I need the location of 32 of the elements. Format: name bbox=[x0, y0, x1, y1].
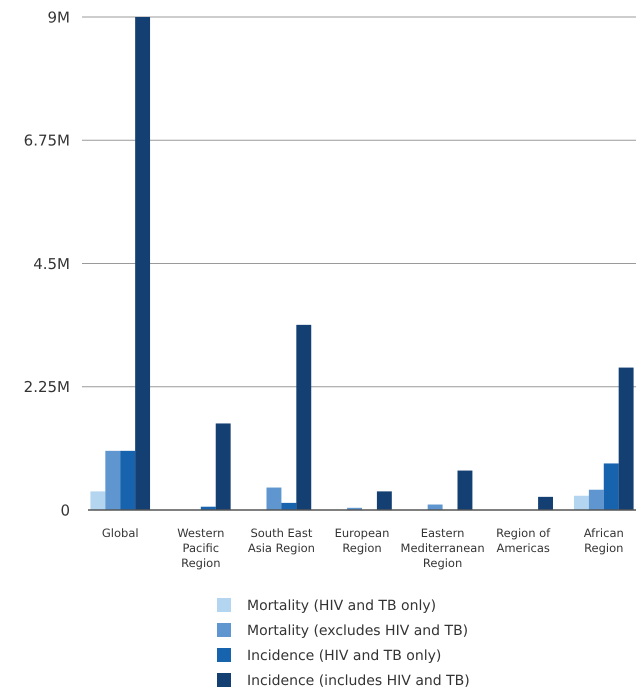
bar bbox=[281, 502, 296, 510]
bar bbox=[376, 491, 392, 510]
bar bbox=[428, 504, 443, 510]
bar bbox=[135, 17, 150, 510]
x-tick-label: Western Pacific Region bbox=[177, 526, 224, 570]
bar bbox=[105, 450, 120, 510]
bar bbox=[90, 491, 106, 510]
legend-label: Incidence (includes HIV and TB) bbox=[247, 672, 470, 689]
x-tick-label: Eastern Mediterranean Region bbox=[400, 526, 485, 570]
x-tick-label: Region of Americas bbox=[496, 526, 552, 555]
legend-label: Mortality (HIV and TB only) bbox=[247, 598, 436, 614]
bar bbox=[216, 423, 231, 510]
x-tick-label: African Region bbox=[584, 526, 624, 555]
y-tick-label: 6.75M bbox=[24, 132, 70, 150]
bar bbox=[604, 463, 619, 510]
bar bbox=[538, 496, 553, 510]
bar bbox=[618, 368, 634, 510]
bar bbox=[120, 450, 136, 510]
bar bbox=[588, 490, 604, 510]
bar bbox=[296, 324, 312, 510]
y-tick-label: 9M bbox=[48, 8, 70, 26]
x-tick-label: Global bbox=[102, 526, 139, 540]
y-tick-label: 2.25M bbox=[24, 378, 70, 396]
x-tick-label: European Region bbox=[334, 526, 390, 555]
legend-label: Mortality (excludes HIV and TB) bbox=[247, 622, 468, 639]
y-tick-label: 0 bbox=[60, 501, 70, 520]
bar bbox=[457, 470, 472, 510]
x-tick-label: South East Asia Region bbox=[248, 526, 315, 555]
bar bbox=[266, 488, 282, 510]
bar bbox=[574, 496, 589, 510]
y-tick-label: 4.5M bbox=[33, 254, 70, 273]
legend-label: Incidence (HIV and TB only) bbox=[247, 648, 442, 664]
